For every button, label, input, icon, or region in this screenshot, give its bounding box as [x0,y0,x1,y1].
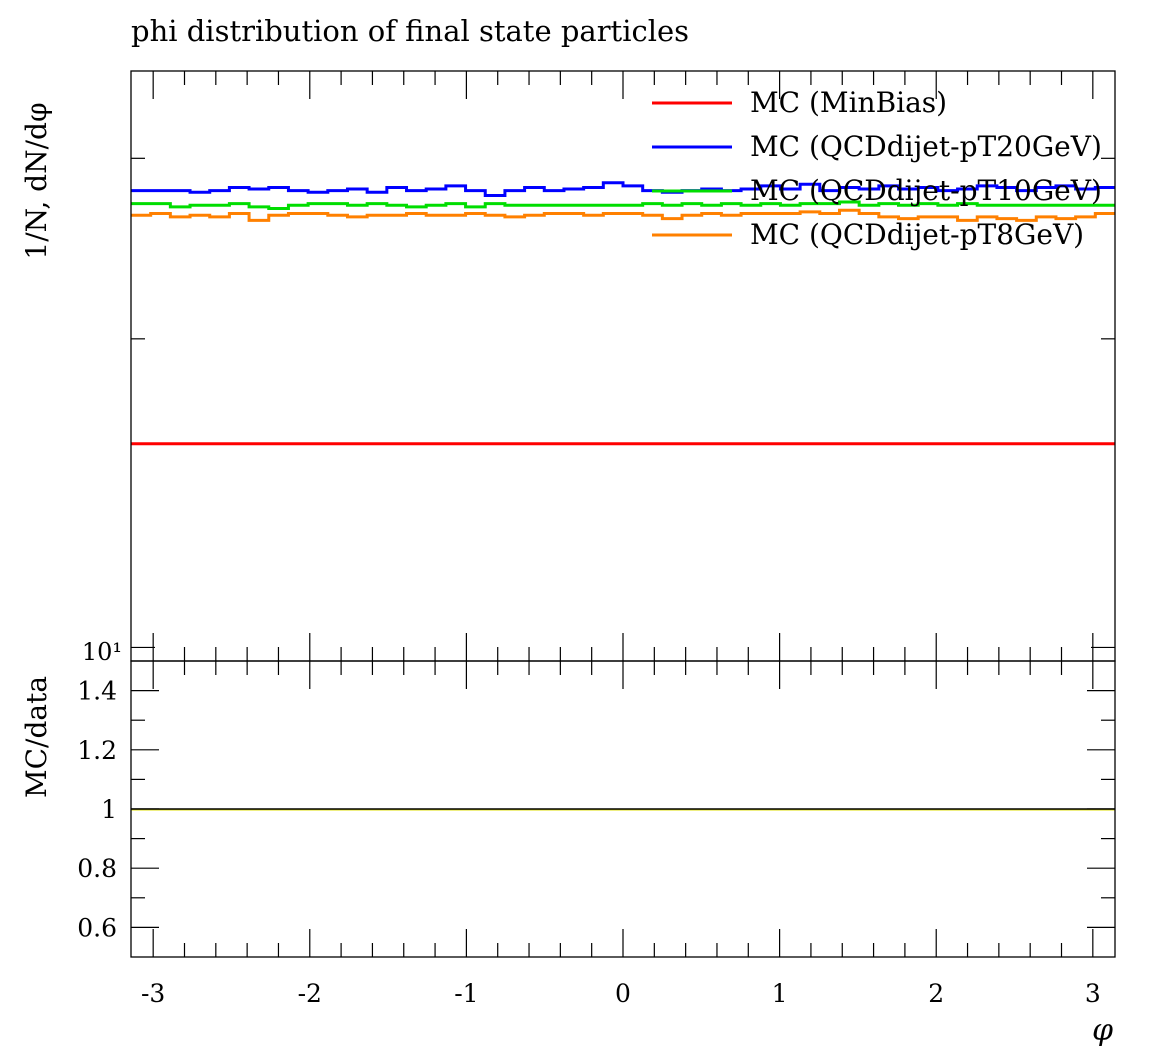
main-series-group [131,181,1115,446]
x-tick-label: -3 [141,979,165,1008]
legend-label: MC (MinBias) [750,86,947,119]
legend-label: MC (QCDdijet-pT8GeV) [750,218,1084,251]
ratio-plot-frame [130,660,1116,958]
main-axis-ticks [131,71,1115,661]
x-tick-label: 1 [772,979,788,1008]
ratio-y-tick-label: 0.6 [77,913,117,942]
series-line-3 [131,208,1115,222]
ratio-y-tick-label: 1.4 [77,677,117,706]
ratio-y-tick-label: 0.8 [77,854,117,883]
x-tick-label: 2 [928,979,944,1008]
main-y-tick-label: 10¹ [82,638,122,666]
ratio-y-tick-label: 1.2 [77,736,117,765]
ratio-y-tick-labels: 0.6 0.8 1 1.2 1.4 [77,677,117,943]
ratio-y-tick-label: 1 [101,795,117,824]
main-y-axis-label: 1/N, dN/dφ [20,102,53,259]
legend: MC (MinBias) MC (QCDdijet-pT20GeV) MC (QCD… [652,86,1102,251]
x-tick-labels: -3 -2 -1 0 1 2 3 [141,979,1101,1008]
ratio-axis-ticks [131,661,1115,957]
x-tick-label: -1 [454,979,478,1008]
x-tick-label: 0 [615,979,631,1008]
x-axis-label: φ [1092,1013,1113,1048]
series-line-1 [131,181,1115,197]
legend-label: MC (QCDdijet-pT20GeV) [750,130,1102,163]
ratio-y-axis-label: MC/data [20,676,53,798]
series-line-2 [131,200,1115,211]
x-tick-label: 3 [1085,979,1101,1008]
x-tick-label: -2 [298,979,322,1008]
legend-label: MC (QCDdijet-pT10GeV) [750,174,1102,207]
chart-title: phi distribution of final state particle… [131,14,690,48]
